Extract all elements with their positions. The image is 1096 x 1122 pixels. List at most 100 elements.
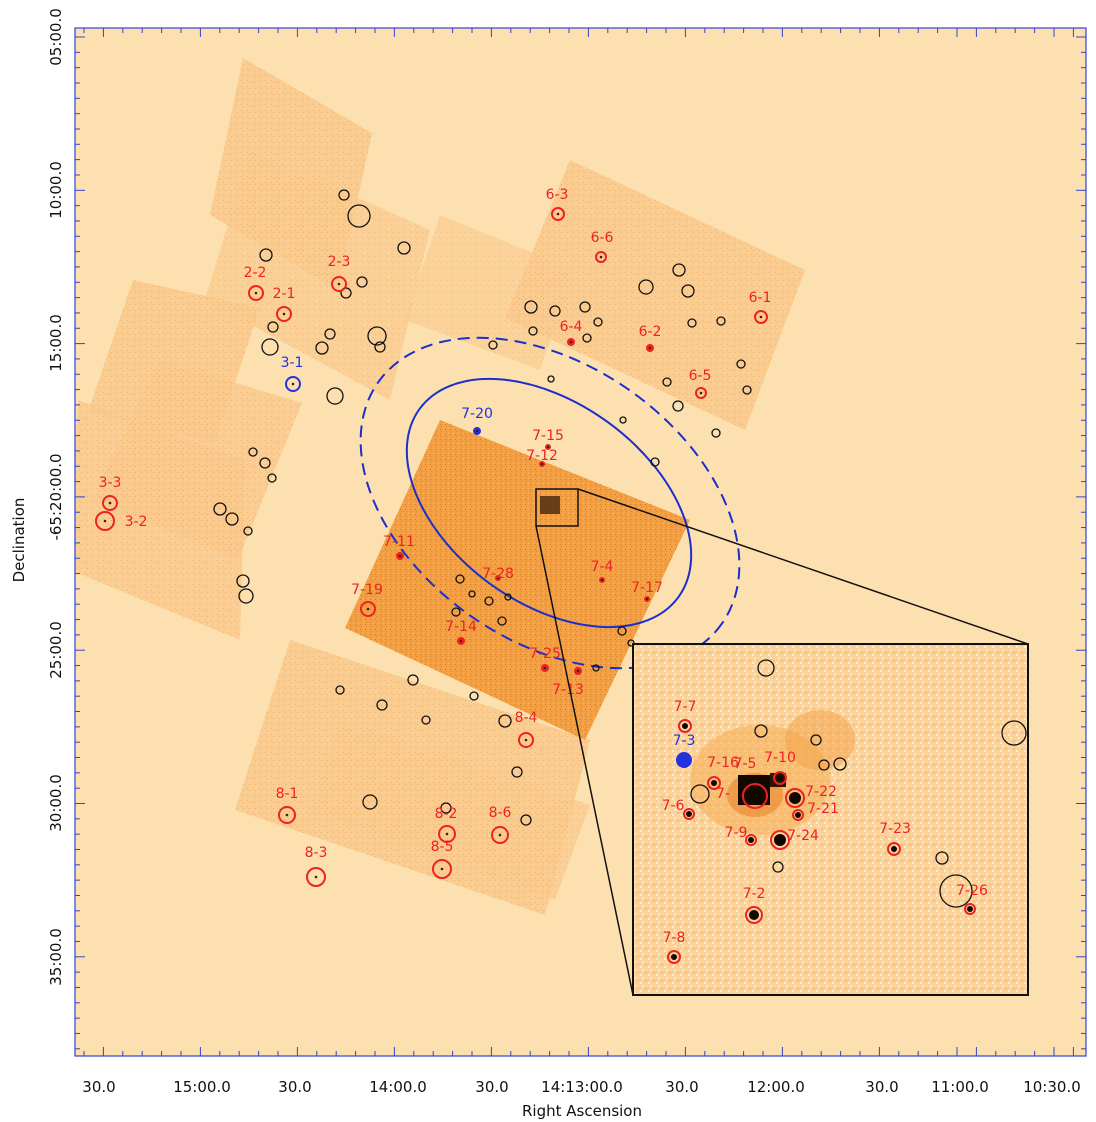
- zoom-box: [535, 488, 1029, 996]
- source-label: 7-4: [591, 559, 614, 575]
- inset-sources: 7-7 7-3 7-167-5 7-10 7-6 7-227-21 7-9 7-24 7-23 7…: [662, 659, 1027, 964]
- source-label: 8-2: [435, 806, 458, 822]
- x-tick-label: 30.0: [82, 1078, 115, 1096]
- source-circle: [326, 387, 344, 405]
- source-label: 3-3: [99, 475, 122, 491]
- inset-source-circle: [754, 724, 768, 738]
- inset-source-marker: [792, 809, 804, 821]
- source-core: [543, 666, 547, 670]
- x-axis-label: Right Ascension: [522, 1102, 642, 1120]
- source-core: [546, 445, 550, 449]
- source-core: [440, 867, 444, 871]
- source-label: 6-4: [560, 319, 583, 335]
- x-tick-label: 14:13:00.0: [541, 1078, 623, 1096]
- source-circle: [469, 691, 479, 701]
- labeled-sources: 2-2 2-1 2-3 3-1 3-3 3-2 6-3 6-6 6-1 6-4 6-2 6-5 7-20…: [95, 187, 771, 887]
- source-circle: [236, 574, 250, 588]
- source-core: [445, 832, 449, 836]
- source-circle: [638, 279, 654, 295]
- source-circle: [650, 457, 660, 467]
- source-circle: [259, 248, 273, 262]
- source-circle: [547, 375, 555, 383]
- source-circle: [225, 512, 239, 526]
- inset-source-marker: [707, 776, 721, 790]
- inset-source-core: [795, 812, 801, 818]
- source-marker: [754, 310, 768, 324]
- y-tick-label: 30:00.0: [47, 774, 65, 832]
- source-circle: [397, 241, 411, 255]
- inset-source-marker: [964, 903, 976, 915]
- source-circle: [498, 714, 512, 728]
- source-label: 6-2: [639, 324, 662, 340]
- source-marker: [278, 806, 296, 824]
- source-core: [540, 462, 544, 466]
- source-core: [759, 315, 763, 319]
- source-core: [108, 501, 112, 505]
- source-marker: [331, 276, 347, 292]
- source-marker: [695, 387, 707, 399]
- source-label: 7-13: [552, 682, 584, 698]
- inset-source-core: [891, 846, 897, 852]
- inset-source-label: 7-9: [725, 825, 748, 841]
- x-tick-label: 14:00.0: [369, 1078, 427, 1096]
- inset-source-circle: [690, 784, 710, 804]
- source-core: [556, 212, 560, 216]
- source-circle: [592, 664, 600, 672]
- source-circle: [374, 341, 386, 353]
- inset-source-label: 7-3: [673, 733, 696, 749]
- source-circle: [376, 699, 388, 711]
- source-label: 7-15: [532, 428, 564, 444]
- inset-source-marker: [683, 808, 695, 820]
- source-label: 8-3: [305, 845, 328, 861]
- source-marker: [551, 207, 565, 221]
- source-core: [459, 639, 463, 643]
- source-circle: [662, 377, 672, 387]
- x-tick-label: 30.0: [865, 1078, 898, 1096]
- x-tick-label: 30.0: [475, 1078, 508, 1096]
- source-circle: [524, 300, 538, 314]
- source-circle: [421, 715, 431, 725]
- y-axis-ticks: 05:00.0 10:00.0 15:00.0 -65:20:00.0 25:00.0 3…: [47, 8, 1086, 1050]
- inset-source-label: 7-24: [787, 828, 819, 844]
- inset-source-label: 7-23: [879, 821, 911, 837]
- source-circle: [511, 766, 523, 778]
- source-circle: [455, 574, 465, 584]
- source-circle: [324, 328, 336, 340]
- source-circle: [520, 814, 532, 826]
- source-label: 3-1: [281, 355, 304, 371]
- source-core: [524, 738, 528, 742]
- inset-source-circle: [757, 659, 775, 677]
- source-label: 8-4: [515, 710, 538, 726]
- inset-source-core: [749, 910, 759, 920]
- source-marker: [285, 376, 301, 392]
- inset-source-core: [789, 792, 801, 804]
- inset-source-circle: [833, 757, 847, 771]
- source-circle: [267, 473, 277, 483]
- source-marker: [438, 825, 456, 843]
- source-label: 7-11: [383, 534, 415, 550]
- inset-source-label: 7-8: [663, 930, 686, 946]
- inset-source-circle: [939, 874, 973, 908]
- inset-source-label: 7-5: [734, 756, 757, 772]
- inset-source-label: 7-26: [956, 883, 988, 899]
- source-circle: [736, 359, 746, 369]
- source-label: 7-20: [461, 406, 493, 422]
- source-marker: [248, 285, 264, 301]
- source-label: 6-6: [591, 230, 614, 246]
- inset-source-marker: [773, 771, 787, 785]
- detector-chips: [75, 58, 805, 915]
- y-tick-label: 25:00.0: [47, 621, 65, 679]
- inset-source-label: 7-2: [743, 886, 766, 902]
- source-label: 2-3: [328, 254, 351, 270]
- source-label: 7-28: [482, 566, 514, 582]
- source-core: [496, 576, 500, 580]
- source-core: [699, 391, 703, 395]
- y-tick-label: -65:20:00.0: [47, 453, 65, 540]
- inset-source-marker: [742, 783, 768, 809]
- x-tick-label: 15:00.0: [173, 1078, 231, 1096]
- source-label: 6-3: [546, 187, 569, 203]
- region-ellipses: [359, 336, 741, 670]
- source-circle: [711, 428, 721, 438]
- inset-source-core: [682, 723, 688, 729]
- source-label: 8-5: [431, 839, 454, 855]
